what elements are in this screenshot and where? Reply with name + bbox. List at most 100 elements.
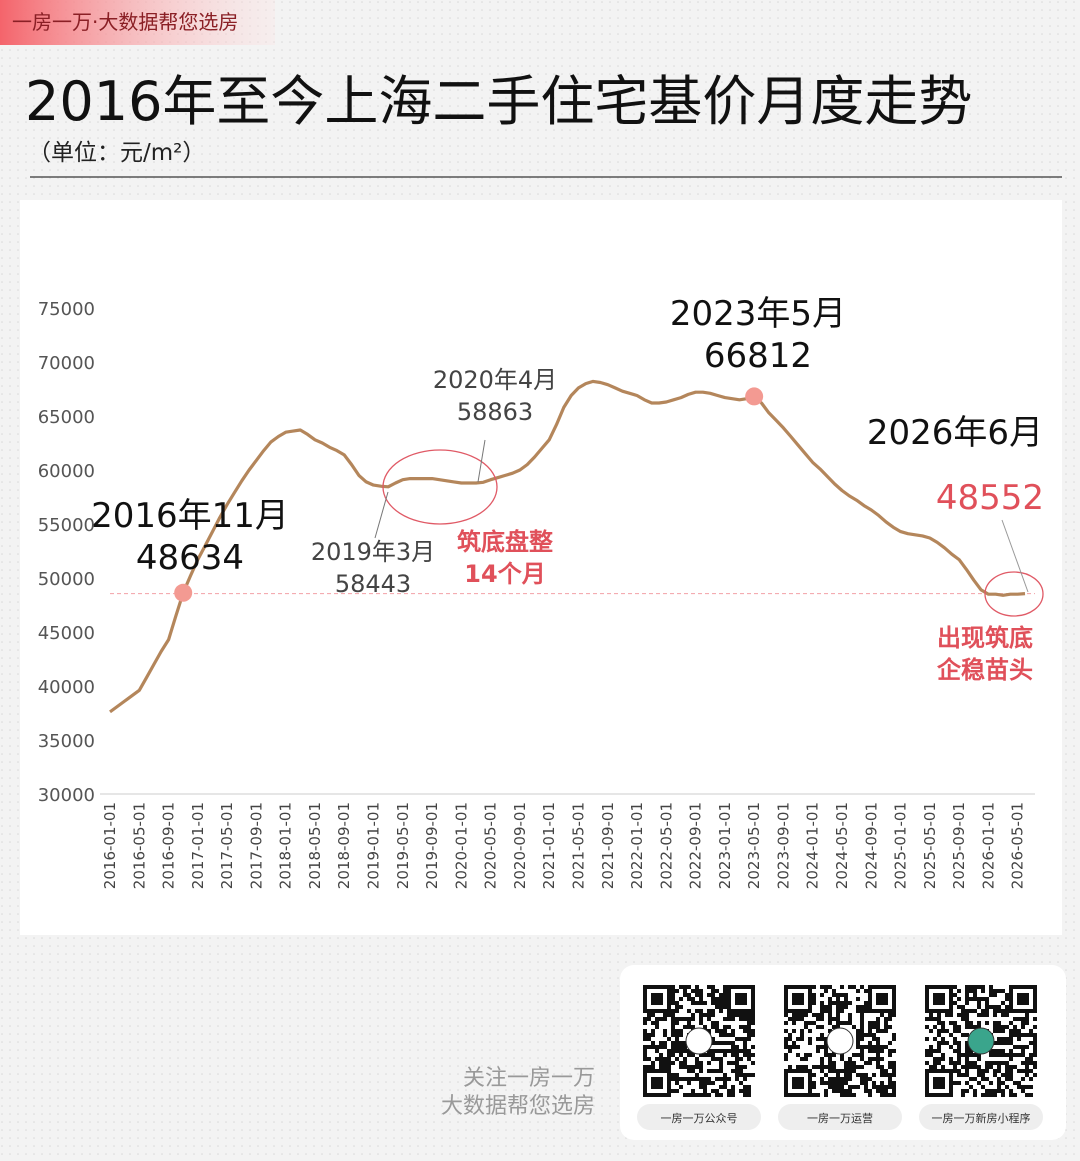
qr-cell	[965, 1061, 969, 1065]
qr-cell	[840, 993, 844, 997]
qr-cell	[941, 1041, 945, 1045]
qr-cell	[788, 1045, 792, 1049]
qr-cell	[965, 985, 969, 989]
qr-cell	[1005, 1041, 1009, 1045]
qr-cell	[1001, 1089, 1005, 1093]
qr-cell	[1033, 1065, 1037, 1069]
qr-cell	[824, 1005, 828, 1009]
qr-cell	[888, 1049, 892, 1053]
qr-cell	[695, 1093, 699, 1097]
qr-finder	[735, 993, 747, 1005]
qr-cell	[981, 1009, 985, 1013]
qr-cell	[695, 1065, 699, 1069]
qr-cell	[1009, 1065, 1013, 1069]
qr-cell	[731, 1049, 735, 1053]
qr-cell	[993, 1013, 997, 1017]
qr-cell	[941, 1029, 945, 1033]
qr-cell	[884, 1085, 888, 1089]
qr-cell	[671, 1045, 675, 1049]
x-tick-label: 2016-05-01	[130, 802, 148, 889]
qr-cell	[659, 1017, 663, 1021]
qr-cell	[731, 1093, 735, 1097]
qr-cell	[727, 1093, 731, 1097]
qr-cell	[957, 997, 961, 1001]
qr-cell	[784, 1037, 788, 1041]
qr-cell	[735, 1073, 739, 1077]
qr-cell	[957, 1057, 961, 1061]
qr-cell	[792, 1013, 796, 1017]
qr-cell	[860, 1029, 864, 1033]
qr-cell	[1021, 1025, 1025, 1029]
qr-cell	[1005, 1037, 1009, 1041]
qr-cell	[683, 993, 687, 997]
x-tick-label: 2020-05-01	[482, 802, 500, 889]
qr-cell	[888, 1017, 892, 1021]
qr-cell	[812, 1093, 816, 1097]
qr-cell	[784, 1021, 788, 1025]
qr-cell	[961, 1005, 965, 1009]
qr-cell	[743, 1073, 747, 1077]
qr-cell	[663, 1065, 667, 1069]
footer-slogan: 大数据帮您选房	[441, 1094, 595, 1119]
qr-cell	[703, 1085, 707, 1089]
qr-cell	[876, 1061, 880, 1065]
qr-cell	[828, 1077, 832, 1081]
brand-pill	[0, 0, 275, 45]
qr-cell	[868, 1021, 872, 1025]
qr-cell	[695, 1061, 699, 1065]
qr-cell	[832, 1001, 836, 1005]
qr-cell	[1005, 993, 1009, 997]
qr-cell	[840, 1077, 844, 1081]
qr-cell	[957, 1061, 961, 1065]
qr-cell	[667, 1065, 671, 1069]
qr-cell	[852, 1093, 856, 1097]
qr-cell	[824, 1065, 828, 1069]
qr-cell	[953, 993, 957, 997]
qr-cell	[868, 1093, 872, 1097]
qr-cell	[788, 1065, 792, 1069]
qr-cell	[796, 1017, 800, 1021]
qr-cell	[969, 1085, 973, 1089]
qr-cell	[675, 1081, 679, 1085]
qr-cell	[1001, 1049, 1005, 1053]
qr-cell	[836, 1085, 840, 1089]
qr-cell	[812, 993, 816, 997]
qr-cell	[711, 1069, 715, 1073]
qr-cell	[812, 1073, 816, 1077]
qr-cell	[864, 1077, 868, 1081]
qr-cell	[784, 1053, 788, 1057]
qr-cell	[872, 1049, 876, 1053]
qr-cell	[1005, 1013, 1009, 1017]
qr-cell	[796, 1045, 800, 1049]
qr-cell	[719, 1033, 723, 1037]
qr-cell	[691, 989, 695, 993]
qr-cell	[848, 1057, 852, 1061]
qr-cell	[647, 1013, 651, 1017]
qr-cell	[941, 1021, 945, 1025]
qr-cell	[965, 1073, 969, 1077]
qr-cell	[993, 989, 997, 993]
qr-cell	[715, 1089, 719, 1093]
qr-cell	[1033, 1037, 1037, 1041]
x-tick-label: 2018-09-01	[335, 802, 353, 889]
qr-cell	[888, 1085, 892, 1089]
qr-cell	[989, 985, 993, 989]
qr-cell	[856, 1053, 860, 1057]
qr-cell	[675, 989, 679, 993]
qr-cell	[655, 1045, 659, 1049]
qr-cell	[937, 1045, 941, 1049]
qr-cell	[864, 1045, 868, 1049]
qr-cell	[683, 1017, 687, 1021]
qr-cell	[675, 1033, 679, 1037]
x-tick-label: 2020-09-01	[511, 802, 529, 889]
qr-cell	[985, 1069, 989, 1073]
qr-cell	[699, 1021, 703, 1025]
qr-cell	[731, 1089, 735, 1093]
qr-cell	[1001, 1041, 1005, 1045]
x-tick-label: 2025-09-01	[950, 802, 968, 889]
annotation-value: 58863	[457, 398, 533, 426]
qr-cell	[723, 985, 727, 989]
qr-cell	[828, 1001, 832, 1005]
qr-cell	[643, 1029, 647, 1033]
qr-cell	[820, 1013, 824, 1017]
